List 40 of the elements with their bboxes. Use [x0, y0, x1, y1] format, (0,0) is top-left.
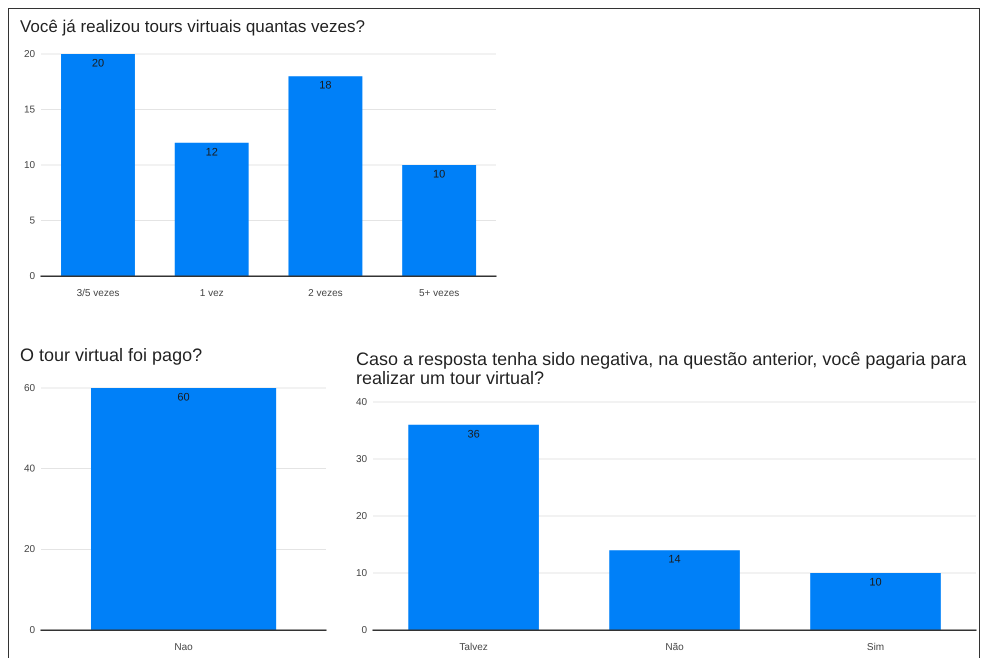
bar [810, 573, 941, 630]
chart-title: Caso a resposta tenha sido negativa, na questão anterior, você pagaria para realizar um tour virtual? [355, 349, 968, 390]
x-tick-label: Talvez [459, 642, 488, 653]
x-tick-label: 5+ vezes [418, 288, 460, 299]
y-tick-label: 10 [24, 160, 36, 171]
data-label: 14 [668, 554, 681, 566]
bar [61, 54, 135, 276]
x-tick-label: Não [665, 642, 684, 653]
y-tick-label: 20 [356, 510, 368, 522]
data-label: 10 [433, 168, 446, 181]
bar [402, 165, 476, 276]
data-label: 20 [92, 58, 104, 70]
y-tick-label: 40 [24, 463, 36, 474]
y-tick-label: 5 [30, 215, 36, 226]
y-tick-label: 20 [24, 544, 36, 556]
bar [408, 424, 539, 630]
y-tick-label: 0 [362, 624, 368, 636]
data-label: 36 [467, 428, 480, 440]
y-tick-label: 0 [30, 624, 36, 636]
y-tick-label: 40 [356, 396, 368, 408]
chart-title: O tour virtual foi pago? [19, 345, 204, 367]
y-tick-label: 20 [24, 48, 36, 60]
data-label: 10 [869, 576, 882, 589]
y-tick-label: 0 [30, 270, 36, 282]
data-label: 18 [319, 80, 332, 92]
bar [609, 550, 740, 630]
y-tick-label: 60 [24, 382, 36, 394]
x-tick-label: Nao [174, 642, 194, 653]
x-tick-label: 2 vezes [308, 288, 343, 299]
x-tick-label: Sim [866, 642, 884, 653]
data-label: 60 [177, 392, 190, 404]
y-tick-label: 30 [356, 454, 368, 465]
y-tick-label: 10 [356, 568, 368, 579]
data-label: 12 [206, 146, 218, 158]
bar [288, 76, 362, 276]
chart-title: Você já realizou tours virtuais quantas vezes? [19, 17, 366, 38]
bar [174, 142, 249, 276]
x-tick-label: 1 vez [200, 288, 224, 299]
x-tick-label: 3/5 vezes [76, 288, 120, 299]
y-tick-label: 15 [24, 104, 36, 116]
